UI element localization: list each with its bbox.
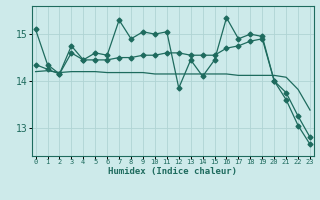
X-axis label: Humidex (Indice chaleur): Humidex (Indice chaleur) [108, 167, 237, 176]
